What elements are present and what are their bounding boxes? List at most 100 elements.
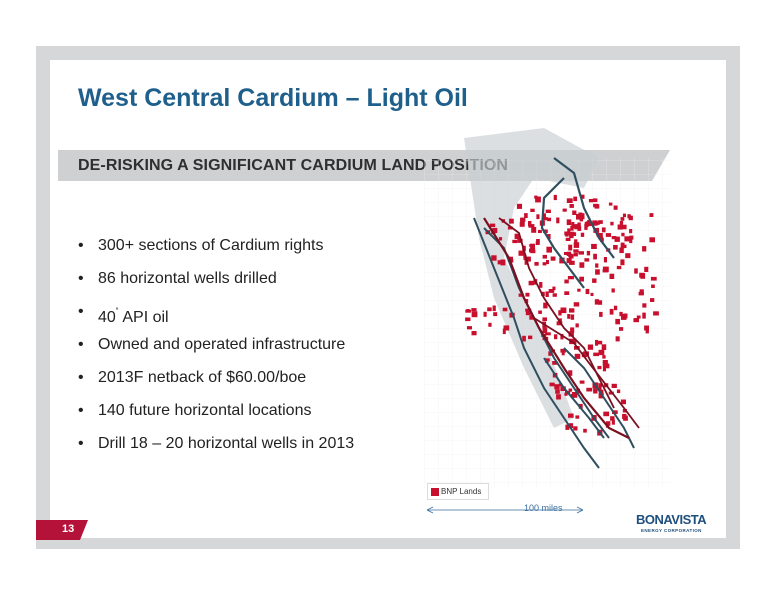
land-parcel — [603, 411, 610, 417]
land-parcel — [602, 360, 608, 366]
map-legend: BNP Lands — [427, 483, 489, 500]
land-parcel — [560, 386, 566, 391]
land-parcel — [538, 229, 542, 233]
land-parcel — [568, 370, 573, 376]
land-parcel — [570, 327, 575, 333]
land-parcel — [592, 198, 598, 203]
bullet-list: 300+ sections of Cardium rights 86 horiz… — [78, 236, 408, 467]
land-parcel — [611, 419, 615, 425]
land-parcel — [577, 226, 582, 231]
land-parcel — [491, 255, 497, 261]
land-parcel — [593, 253, 597, 259]
land-parcel — [611, 288, 615, 293]
land-parcel — [619, 247, 624, 254]
land-parcel — [579, 276, 584, 282]
land-parcel — [585, 288, 590, 295]
land-parcel — [489, 223, 496, 227]
land-parcel — [507, 226, 513, 230]
land-parcel — [577, 288, 581, 292]
land-parcel — [650, 298, 655, 302]
land-parcel — [558, 310, 562, 316]
land-parcel — [608, 391, 614, 395]
land-parcel — [558, 383, 563, 387]
land-parcel — [627, 214, 631, 219]
land-parcel — [633, 318, 639, 322]
land-parcel — [512, 239, 518, 244]
land-parcel — [556, 217, 560, 224]
land-parcel — [542, 262, 547, 266]
land-parcel — [562, 208, 567, 212]
scale-label: 100 miles — [524, 503, 563, 513]
bullet-item: 300+ sections of Cardium rights — [78, 236, 408, 269]
land-parcel — [598, 300, 603, 305]
land-parcel — [573, 302, 580, 307]
land-parcel — [566, 198, 573, 203]
bullet-item: 140 future horizontal locations — [78, 401, 408, 434]
land-parcel — [488, 322, 492, 327]
land-parcel — [594, 299, 600, 305]
land-parcel — [598, 386, 602, 391]
land-parcel — [598, 383, 602, 387]
land-parcel — [573, 426, 578, 431]
land-parcel — [629, 238, 633, 244]
land-parcel — [556, 321, 563, 326]
land-parcel — [546, 260, 549, 265]
land-parcel — [530, 208, 535, 212]
land-parcel — [602, 269, 608, 273]
land-parcel — [605, 233, 612, 237]
land-parcel — [645, 330, 649, 334]
map-grid — [424, 158, 670, 488]
land-parcel — [573, 249, 579, 253]
land-parcel — [613, 305, 618, 311]
land-parcel — [611, 383, 617, 388]
land-parcel — [572, 210, 577, 215]
land-parcel — [554, 334, 558, 340]
land-parcel — [566, 258, 572, 264]
api-value: 40 — [98, 309, 116, 326]
land-parcel — [545, 291, 549, 297]
land-parcel — [615, 318, 620, 325]
land-parcel — [653, 311, 659, 316]
slide-title: West Central Cardium – Light Oil — [78, 84, 468, 112]
land-parcel — [525, 292, 530, 297]
land-parcel — [597, 340, 603, 345]
land-parcel — [594, 221, 600, 225]
land-parcel — [565, 237, 571, 241]
land-parcel — [567, 314, 571, 319]
land-parcel — [538, 310, 542, 314]
company-logo-tagline: ENERGY CORPORATION — [641, 528, 702, 533]
land-parcel — [629, 229, 633, 234]
land-parcel — [621, 232, 625, 237]
land-parcel — [619, 221, 624, 225]
land-parcel — [578, 403, 583, 409]
land-parcel — [634, 268, 638, 274]
land-parcel — [492, 305, 496, 312]
land-parcel — [542, 327, 548, 333]
land-parcel — [564, 392, 568, 396]
land-parcel — [571, 392, 578, 398]
legend-swatch — [431, 487, 439, 496]
land-parcel — [561, 350, 565, 356]
land-parcel — [612, 410, 618, 414]
land-parcel — [578, 251, 584, 255]
land-parcel — [547, 234, 551, 240]
land-parcel — [573, 196, 578, 202]
land-parcel — [542, 317, 547, 321]
land-parcel — [580, 194, 585, 199]
trend-outline-1 — [540, 157, 615, 289]
land-parcel — [465, 317, 471, 322]
land-parcel — [465, 309, 471, 313]
land-parcel — [564, 291, 570, 295]
land-parcel — [642, 246, 647, 252]
land-parcel — [570, 314, 575, 320]
land-parcel — [471, 308, 477, 312]
land-parcel — [569, 423, 574, 429]
land-parcel — [471, 331, 477, 336]
land-parcel — [579, 213, 585, 220]
land-parcel — [602, 355, 606, 359]
land-parcel — [525, 310, 531, 316]
land-parcel — [639, 289, 644, 294]
land-parcel — [528, 224, 535, 228]
land-parcel — [593, 203, 599, 208]
land-parcel — [619, 327, 624, 331]
